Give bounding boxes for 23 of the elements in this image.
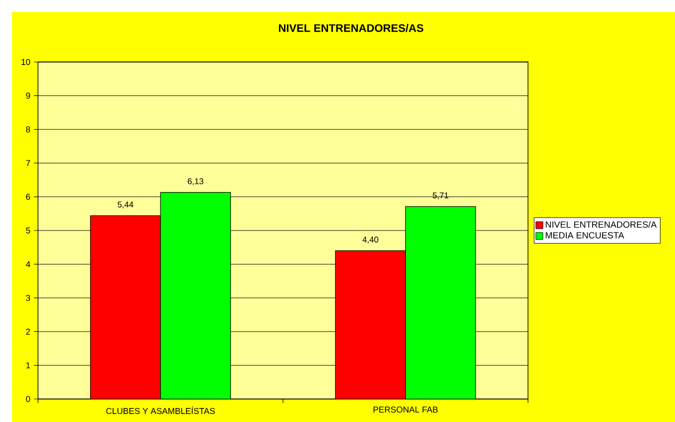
x-tick-label: CLUBES Y ASAMBLEÍSTAS	[106, 406, 215, 414]
bar	[160, 192, 231, 399]
data-label: 6,13	[188, 178, 204, 186]
x-tick-label: PERSONAL FAB	[374, 406, 438, 413]
legend-label: NIVEL ENTRENADORES/A	[546, 221, 657, 228]
y-tick-label: 6	[26, 194, 30, 200]
bar	[90, 215, 161, 399]
y-tick-label: 10	[22, 58, 30, 66]
y-tick-label: 7	[26, 160, 30, 166]
legend-label: MEDIA ENCUESTA	[546, 232, 624, 238]
data-label: 4,40	[362, 236, 378, 244]
data-label: 5,44	[118, 202, 134, 208]
y-tick-label: 1	[26, 362, 30, 368]
y-tick-label: 0	[26, 396, 30, 402]
bar	[335, 250, 406, 399]
chart-title: NIVEL ENTRENADORES/AS	[278, 24, 424, 32]
y-tick-label: 2	[26, 328, 30, 335]
y-tick-label: 9	[26, 92, 30, 99]
y-tick-label: 8	[26, 126, 30, 132]
bar	[405, 206, 476, 399]
y-tick-label: 5	[26, 228, 30, 234]
y-tick-label: 4	[26, 261, 30, 268]
y-tick-label: 3	[26, 294, 30, 301]
